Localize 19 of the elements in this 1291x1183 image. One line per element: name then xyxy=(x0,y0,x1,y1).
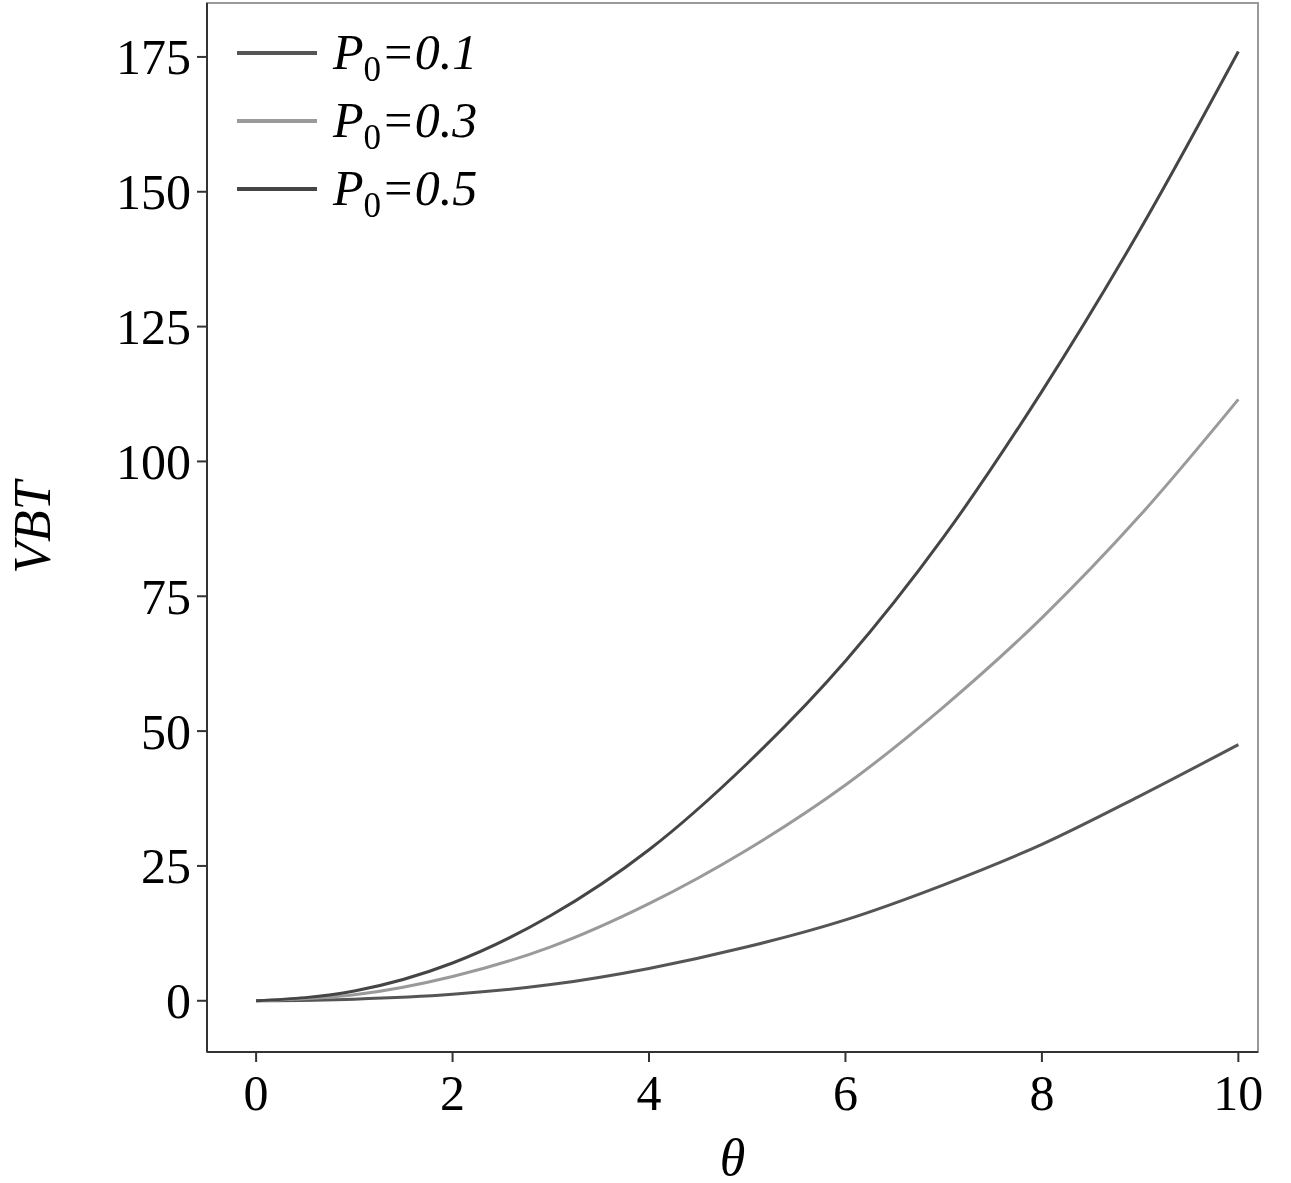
y-tick-label: 125 xyxy=(116,299,191,356)
legend-label: P$_{0}$=0.1 xyxy=(332,24,478,90)
y-tick-label: 75 xyxy=(141,568,191,625)
x-tick-label: 8 xyxy=(1029,1065,1055,1121)
legend-label: P$_{0}$=0.5 xyxy=(332,160,478,226)
y-tick-label: 25 xyxy=(141,838,191,895)
y-tick-label: 175 xyxy=(116,29,191,86)
legend-label: P$_{0}$=0.3 xyxy=(332,92,478,158)
x-axis-title: θ xyxy=(719,1129,746,1183)
x-tick-label: 0 xyxy=(243,1065,269,1121)
x-tick-label: 10 xyxy=(1213,1065,1264,1121)
x-tick-label: 2 xyxy=(440,1065,466,1121)
y-tick-label: 50 xyxy=(141,703,191,760)
x-tick-label: 4 xyxy=(636,1065,662,1121)
x-tick-label: 6 xyxy=(832,1065,858,1121)
y-tick-label: 100 xyxy=(116,433,191,490)
y-axis-title: VBT xyxy=(4,478,61,574)
y-tick-label: 0 xyxy=(166,973,191,1030)
y-tick-label: 150 xyxy=(116,164,191,221)
